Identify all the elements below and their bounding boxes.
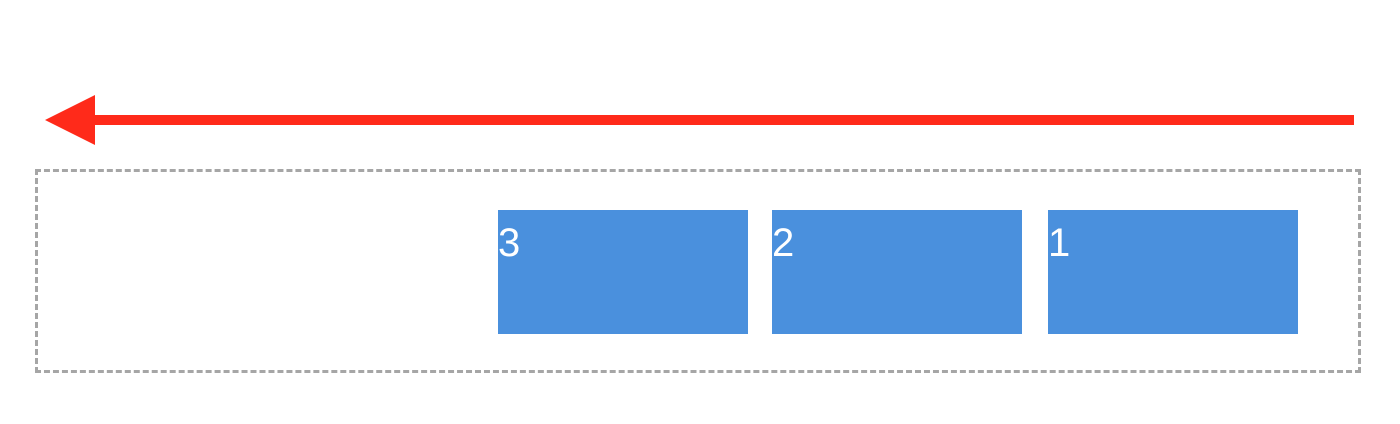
flex-item-3: 3 <box>498 210 748 334</box>
flex-item-2: 2 <box>772 210 1022 334</box>
arrow-head <box>45 95 95 145</box>
flex-item-1: 1 <box>1048 210 1298 334</box>
flex-item-label: 2 <box>772 221 795 265</box>
flex-item-label: 1 <box>1048 221 1071 265</box>
flex-container <box>35 169 1361 373</box>
flex-item-label: 3 <box>498 221 521 265</box>
